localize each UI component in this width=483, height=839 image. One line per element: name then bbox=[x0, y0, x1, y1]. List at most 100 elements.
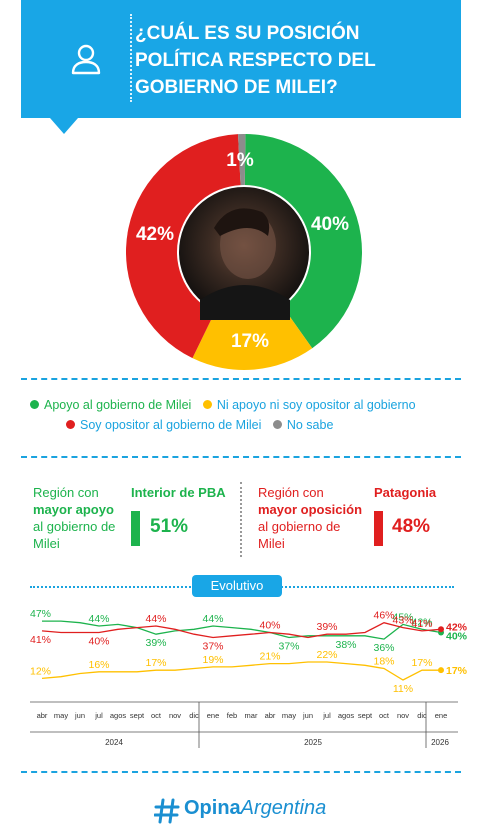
region-opposition-value: 48% bbox=[392, 516, 431, 537]
line-data-label: 21% bbox=[259, 651, 280, 663]
line-end-point bbox=[438, 626, 444, 633]
year-label-2026: 2026 bbox=[431, 738, 449, 747]
line-data-label: 19% bbox=[202, 654, 223, 666]
line-data-label: 41% bbox=[30, 634, 51, 646]
line-data-label: 39% bbox=[316, 621, 337, 633]
pie-slice-apoyo bbox=[244, 134, 363, 349]
line-series-apoyo bbox=[42, 620, 442, 640]
line-data-label: 44% bbox=[88, 613, 109, 625]
x-tick-label: mar bbox=[245, 711, 258, 720]
line-data-label: 43% bbox=[392, 615, 413, 627]
user-icon bbox=[71, 44, 101, 75]
region-label-bold: mayor oposición bbox=[258, 502, 363, 517]
pie-slice-ni bbox=[192, 306, 313, 371]
line-data-label: 11% bbox=[393, 683, 413, 695]
divider-top bbox=[21, 378, 461, 380]
region-label-pre: Región con bbox=[33, 485, 99, 500]
legend-dot bbox=[202, 400, 212, 409]
line-data-label: 17% bbox=[145, 657, 166, 669]
line-data-label: 36% bbox=[373, 642, 394, 654]
brand-part2: Argentina bbox=[240, 797, 327, 819]
legend-item-opositor: Soy opositor al gobierno de Milei bbox=[66, 418, 261, 432]
x-tick-label: feb bbox=[227, 711, 237, 720]
x-tick-label: ene bbox=[207, 711, 220, 720]
x-tick-label: dic bbox=[417, 711, 427, 720]
x-tick-label: may bbox=[282, 711, 296, 720]
legend-dot bbox=[66, 420, 75, 429]
x-tick-label: agos bbox=[110, 711, 127, 720]
line-data-label: 45% bbox=[392, 611, 413, 623]
donut-chart: 40% 17% 42% 1% bbox=[126, 134, 363, 371]
pie-label-opositor: 42% bbox=[136, 224, 174, 245]
x-tick-label: oct bbox=[151, 711, 162, 720]
region-opposition-name: Patagonia bbox=[374, 485, 437, 500]
region-support-name: Interior de PBA bbox=[131, 485, 226, 500]
line-data-label: 37% bbox=[202, 640, 223, 652]
line-data-label: 42% bbox=[411, 616, 432, 628]
x-tick-label: jun bbox=[74, 711, 85, 720]
pie-label-apoyo: 40% bbox=[311, 214, 349, 235]
region-label-bold: mayor apoyo bbox=[33, 502, 114, 517]
divider-mid bbox=[21, 456, 461, 458]
year-label-2025: 2025 bbox=[304, 738, 322, 747]
x-tick-label: sept bbox=[130, 711, 145, 720]
line-series-ni bbox=[41, 661, 441, 681]
x-tick-label: jul bbox=[322, 711, 331, 720]
portrait-jacket bbox=[200, 285, 290, 320]
line-data-label: 42% bbox=[446, 621, 468, 633]
pie-label-ni: 17% bbox=[231, 331, 269, 352]
region-label-post: al gobierno de Milei bbox=[33, 519, 116, 551]
legend: Apoyo al gobierno de Milei Ni apoyo ni s… bbox=[30, 398, 460, 438]
region-opposition-label: Región con mayor oposición al gobierno d… bbox=[258, 484, 368, 552]
line-data-label: 44% bbox=[202, 613, 223, 625]
line-chart: 47% 44%39%44%37% 38% 36%45%42%40%41% 40%44%3… bbox=[30, 608, 468, 748]
portrait-hair bbox=[214, 208, 270, 236]
year-label-2024: 2024 bbox=[105, 738, 123, 747]
line-data-label: 18% bbox=[373, 656, 394, 668]
x-tick-label: jun bbox=[302, 711, 313, 720]
line-end-point bbox=[438, 667, 444, 674]
x-tick-label: agos bbox=[338, 711, 355, 720]
x-tick-label: nov bbox=[397, 711, 409, 720]
region-support-bar bbox=[131, 511, 140, 546]
legend-dot bbox=[30, 400, 39, 409]
region-support-label: Región con mayor apoyo al gobierno de Mi… bbox=[33, 484, 128, 552]
divider-bottom bbox=[21, 771, 461, 773]
region-label-pre: Región con bbox=[258, 485, 324, 500]
legend-item-nosabe: No sabe bbox=[272, 418, 334, 432]
line-data-label: 44% bbox=[145, 613, 166, 625]
legend-label: Soy opositor al gobierno de Milei bbox=[80, 418, 262, 432]
region-separator bbox=[240, 482, 242, 557]
x-tick-label: abr bbox=[265, 711, 276, 720]
pie-label-nosabe: 1% bbox=[226, 150, 254, 171]
line-series-opositor bbox=[41, 622, 442, 639]
x-tick-label: may bbox=[54, 711, 68, 720]
legend-dot bbox=[272, 420, 282, 429]
line-data-label: 17% bbox=[411, 657, 432, 669]
legend-item-ni: Ni apoyo ni soy opositor al gobierno bbox=[202, 398, 416, 412]
line-data-label: 22% bbox=[316, 649, 337, 661]
hash-icon bbox=[154, 798, 180, 824]
page-title: ¿CUÁL ES SU POSICIÓN POLÍTICA RESPECTO D… bbox=[135, 23, 376, 98]
x-tick-label: abr bbox=[37, 711, 48, 720]
line-data-label: 39% bbox=[145, 637, 166, 649]
line-data-label: 40% bbox=[88, 636, 109, 648]
line-data-label: 37% bbox=[278, 640, 299, 652]
line-data-label: 41% bbox=[411, 618, 432, 630]
legend-label: No sabe bbox=[286, 418, 334, 432]
brand-part1: Opina bbox=[184, 797, 241, 819]
line-data-label: 38% bbox=[335, 639, 356, 651]
x-tick-label: jul bbox=[94, 711, 103, 720]
pie-slice-opositor bbox=[126, 134, 241, 359]
x-tick-label: dic bbox=[189, 711, 199, 720]
region-support-value: 51% bbox=[150, 516, 189, 537]
question-header bbox=[21, 0, 461, 118]
brand-name: OpinaArgentina bbox=[184, 797, 326, 820]
region-label-post: al gobierno de Milei bbox=[258, 519, 341, 551]
legend-label: Apoyo al gobierno de Milei bbox=[44, 398, 192, 412]
x-tick-label: ene bbox=[435, 711, 448, 720]
legend-label: Ni apoyo ni soy opositor al gobierno bbox=[216, 398, 416, 412]
line-data-label: 17% bbox=[446, 665, 468, 677]
evolutivo-label: Evolutivo bbox=[192, 575, 282, 597]
x-tick-label: sept bbox=[358, 711, 373, 720]
